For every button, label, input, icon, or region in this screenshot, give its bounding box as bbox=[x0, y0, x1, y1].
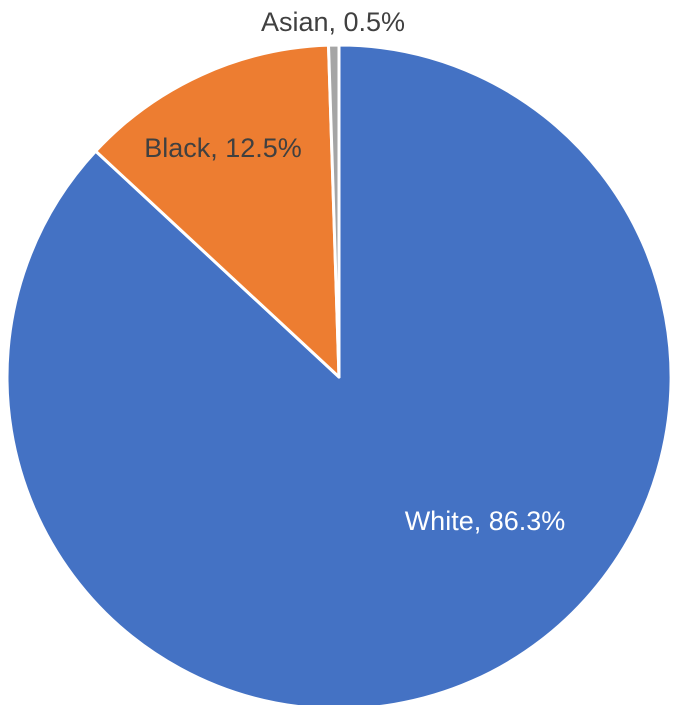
pie-slice-white bbox=[5, 43, 673, 705]
data-label-black: Black, 12.5% bbox=[144, 133, 302, 163]
data-label-asian: Asian, 0.5% bbox=[261, 7, 405, 37]
pie-slice-asian bbox=[327, 43, 341, 379]
pie-slices bbox=[5, 43, 673, 705]
pie-slice-black bbox=[94, 43, 341, 379]
pie-labels: White, 86.3% Black, 12.5% Asian, 0.5% bbox=[144, 7, 565, 536]
data-label-white: White, 86.3% bbox=[405, 506, 566, 536]
